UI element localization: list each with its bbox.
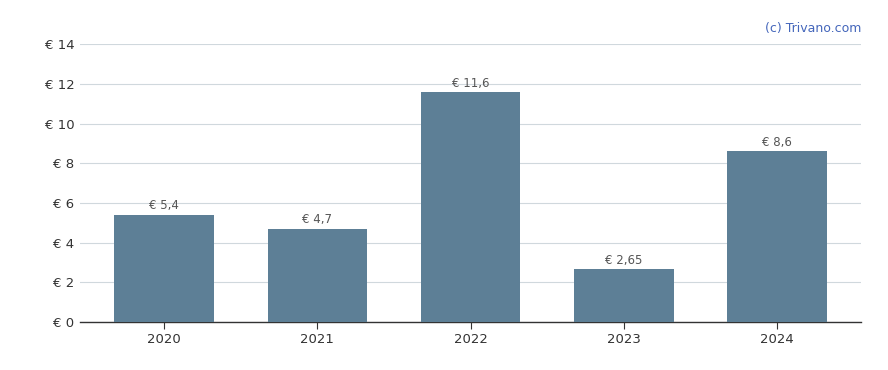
Bar: [727, 151, 827, 322]
Text: € 8,6: € 8,6: [762, 136, 792, 149]
Text: € 5,4: € 5,4: [149, 199, 179, 212]
Text: € 11,6: € 11,6: [452, 77, 489, 90]
Bar: [115, 215, 214, 322]
Text: € 2,65: € 2,65: [606, 254, 643, 267]
Bar: [574, 269, 674, 322]
Text: € 4,7: € 4,7: [303, 213, 332, 226]
Text: (c) Trivano.com: (c) Trivano.com: [765, 22, 861, 35]
Bar: [421, 92, 520, 322]
Bar: [267, 229, 368, 322]
